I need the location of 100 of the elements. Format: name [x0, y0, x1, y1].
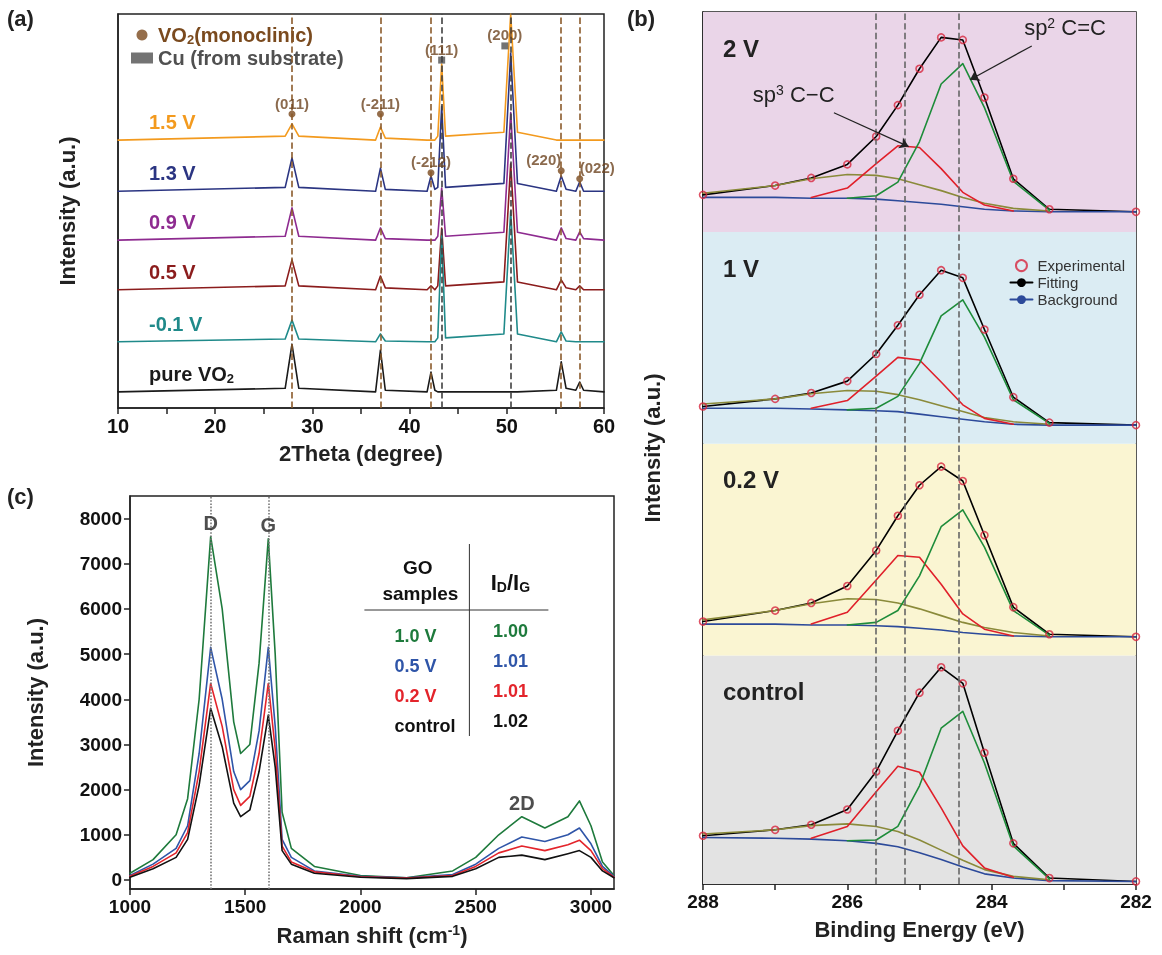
point: [958, 35, 968, 45]
point: [1131, 877, 1141, 886]
point: [1009, 602, 1018, 612]
point: [843, 581, 852, 591]
x-tick-label: 2500: [454, 896, 497, 917]
point: [770, 606, 780, 615]
legend-label: Background: [1037, 291, 1118, 309]
series-label: -0.1 V: [149, 312, 204, 335]
series-label: 0.5 V: [149, 260, 197, 283]
point: [980, 748, 989, 758]
point: [958, 679, 968, 688]
point: [1009, 839, 1018, 848]
point: [871, 349, 881, 359]
x-tick-label: 288: [687, 891, 719, 912]
x-tick-label: 284: [975, 891, 1008, 912]
annotation: (111): [424, 40, 459, 58]
y-axis-title: Intensity (a.u.): [22, 617, 48, 768]
annotation: G: [260, 514, 277, 537]
x-tick-label: 1500: [224, 896, 267, 917]
point: [698, 402, 708, 411]
point: [1131, 632, 1141, 642]
point: [1131, 207, 1141, 217]
point: [1045, 418, 1054, 427]
annotation: GO samples: [382, 556, 459, 604]
chart-title: (a): [7, 5, 34, 31]
annotation: ID/IG: [490, 569, 531, 595]
point: [980, 530, 989, 540]
x-tick-label: 60: [592, 415, 616, 437]
annotation: (220): [526, 151, 562, 169]
point: [936, 33, 946, 42]
text: 0.5 V: [394, 656, 437, 676]
point: [843, 805, 852, 814]
annotation: (-211): [360, 94, 401, 112]
point: [958, 273, 968, 283]
annotation: D: [203, 512, 218, 535]
point: [893, 320, 903, 330]
series-label: 1.3 V: [149, 162, 197, 185]
point: [871, 767, 881, 776]
point: [698, 831, 708, 841]
point: [936, 662, 946, 672]
point: [698, 190, 708, 200]
y-tick-label: 2000: [79, 779, 122, 801]
legend-label: Cu (from substrate): [158, 47, 344, 69]
point: [1131, 420, 1141, 430]
point: [770, 825, 780, 835]
point: [806, 173, 816, 183]
point: [806, 820, 816, 830]
point: [1009, 174, 1018, 184]
y-tick-label: 8000: [79, 508, 122, 530]
annotation: 1.00: [492, 621, 528, 641]
point: [915, 688, 924, 697]
annotation: 2D: [509, 792, 535, 815]
text: 0.2 V: [394, 686, 437, 706]
y-tick-label: 4000: [79, 688, 122, 710]
point: [893, 100, 903, 110]
y-tick-label: 5000: [79, 643, 122, 665]
x-tick-label: 40: [398, 415, 421, 437]
x-tick-label: 3000: [569, 896, 613, 917]
x-tick-label: 10: [106, 415, 130, 437]
series-label: 1.5 V: [149, 111, 197, 134]
point: [980, 93, 989, 102]
x-tick-label: 50: [495, 415, 518, 437]
point: [1045, 873, 1054, 883]
y-tick-label: 0: [111, 869, 122, 891]
point: [770, 181, 780, 190]
y-axis-title: Intensity (a.u.): [54, 136, 80, 286]
legend-label: Fitting: [1037, 274, 1079, 292]
point: [893, 511, 903, 521]
point: [843, 376, 852, 386]
x-tick-label: 30: [301, 415, 324, 437]
x-axis-title: Binding Energy (eV): [814, 916, 1025, 942]
point: [980, 325, 989, 334]
annotation: 1.01: [492, 681, 528, 701]
band-label: 0.2 V: [723, 466, 780, 494]
point: [1009, 392, 1018, 402]
chart-title: (c): [7, 483, 34, 509]
point: [843, 160, 852, 169]
point: [1045, 629, 1054, 639]
point: [936, 462, 946, 471]
x-tick-label: 20: [204, 415, 227, 437]
point: [915, 64, 924, 74]
line-series: [129, 646, 615, 879]
point: [936, 265, 946, 275]
annotation: 1.02: [492, 711, 528, 731]
band-label: 1 V: [723, 254, 760, 282]
point: [915, 290, 924, 300]
y-tick-label: 7000: [79, 553, 122, 575]
y-tick-label: 3000: [79, 733, 122, 755]
point: [806, 598, 816, 608]
x-tick-label: 286: [831, 891, 864, 912]
series-label: 0.9 V: [149, 211, 197, 234]
x-tick-label: 282: [1120, 891, 1152, 912]
text: 1.0 V: [394, 626, 437, 646]
point: [1045, 204, 1054, 214]
text: control: [394, 716, 456, 736]
x-tick-label: 2000: [339, 896, 382, 917]
band-label: 2 V: [723, 34, 760, 62]
point: [806, 388, 816, 398]
y-tick-label: 6000: [79, 598, 122, 620]
point: [958, 476, 968, 486]
